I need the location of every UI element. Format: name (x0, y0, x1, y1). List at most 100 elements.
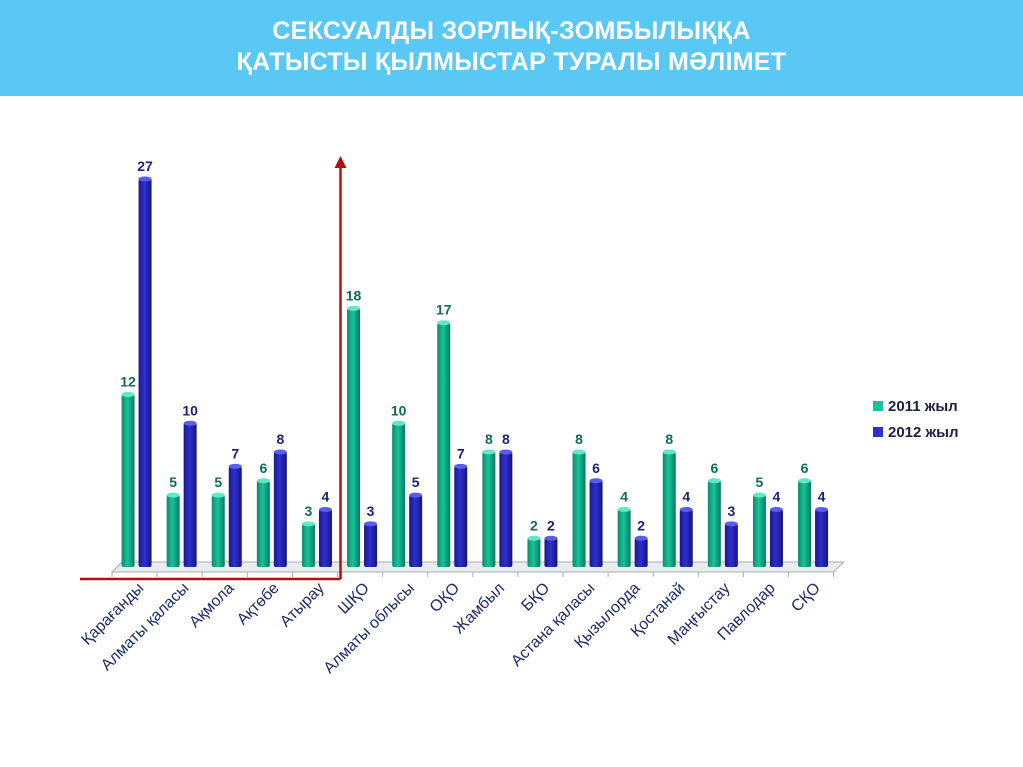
bar-top (364, 521, 378, 527)
legend-swatch-2011 (873, 401, 883, 411)
bar-top (211, 492, 225, 498)
bar-2012-жыл (544, 538, 558, 567)
data-label: 17 (436, 302, 452, 318)
bar-top (183, 420, 197, 426)
bar-2011-жыл (121, 394, 135, 567)
data-label: 5 (756, 474, 764, 490)
data-label: 10 (391, 402, 407, 418)
data-label: 12 (120, 374, 136, 390)
bar-2012-жыл (769, 509, 783, 567)
data-label: 4 (818, 489, 826, 505)
bar-top (273, 449, 287, 455)
bar-top (707, 478, 721, 484)
bar-top (572, 449, 586, 455)
category-label: БҚО (518, 580, 553, 615)
data-label: 18 (346, 287, 362, 303)
data-label: 3 (367, 503, 375, 519)
bar-2011-жыл (256, 480, 270, 567)
bar-2012-жыл (634, 538, 648, 567)
bar-top (724, 521, 738, 527)
bar-2012-жыл (724, 523, 738, 567)
data-label: 3 (305, 503, 313, 519)
bar-2011-жыл (662, 452, 676, 567)
bar-2011-жыл (617, 509, 631, 567)
data-label: 5 (214, 474, 222, 490)
legend-label-2012: 2012 жыл (888, 423, 959, 441)
bar-top (815, 507, 829, 513)
bar-top (798, 478, 812, 484)
bar-top (166, 492, 180, 498)
legend-item-2011: 2011 жыл (873, 393, 959, 419)
bar-2012-жыл (228, 466, 242, 567)
bar-2012-жыл (454, 466, 468, 567)
category-label: ОҚО (427, 580, 463, 616)
bar-top (437, 320, 451, 326)
bar-2012-жыл (815, 509, 829, 567)
bar-2012-жыл (138, 179, 152, 567)
data-label: 10 (182, 402, 198, 418)
title-line-2: ҚАТЫСТЫ ҚЫЛМЫСТАР ТУРАЛЫ МӘЛІМЕТ (236, 48, 787, 76)
bar-top (454, 463, 468, 469)
bar-2012-жыл (364, 523, 378, 567)
bar-top (634, 535, 648, 541)
bar-2011-жыл (707, 480, 721, 567)
data-label: 8 (502, 431, 510, 447)
bar-top (679, 507, 693, 513)
legend-swatch-2012 (873, 427, 883, 437)
category-label: СҚО (788, 580, 824, 616)
bar-2012-жыл (318, 509, 332, 567)
bar-2012-жыл (679, 509, 693, 567)
legend-label-2011: 2011 жыл (888, 397, 958, 415)
category-label: Ақмола (186, 580, 237, 631)
data-label: 4 (682, 489, 690, 505)
bar-top (482, 449, 496, 455)
bar-2011-жыл (572, 452, 586, 567)
bar-top (589, 478, 603, 484)
bar-top (499, 449, 513, 455)
title-line-1: СЕКСУАЛДЫ ЗОРЛЫҚ-ЗОМБЫЛЫҚҚА (272, 17, 751, 45)
bar-2011-жыл (347, 308, 361, 567)
data-label: 4 (620, 489, 628, 505)
bar-2011-жыл (798, 480, 812, 567)
bar-top (662, 449, 676, 455)
bar-2012-жыл (589, 480, 603, 567)
bar-top (769, 507, 783, 513)
bar-2012-жыл (273, 452, 287, 567)
bar-top (392, 420, 406, 426)
data-label: 2 (530, 517, 538, 533)
data-label: 6 (259, 460, 267, 476)
data-label: 3 (727, 503, 735, 519)
bar-top (228, 463, 242, 469)
category-label: ШҚО (335, 580, 373, 618)
bar-2011-жыл (211, 495, 225, 567)
bar-2012-жыл (183, 423, 197, 567)
bar-2012-жыл (499, 452, 513, 567)
data-label: 27 (137, 158, 153, 174)
data-label: 5 (169, 474, 177, 490)
data-label: 5 (412, 474, 420, 490)
bar-2011-жыл (392, 423, 406, 567)
bar-2012-жыл (409, 495, 423, 567)
data-label: 7 (457, 445, 465, 461)
bar-top (318, 507, 332, 513)
data-label: 4 (773, 489, 781, 505)
bar-2011-жыл (482, 452, 496, 567)
data-label: 2 (637, 517, 645, 533)
bar-top (301, 521, 315, 527)
bar-2011-жыл (527, 538, 541, 567)
bar-top (409, 492, 423, 498)
data-label: 7 (231, 445, 239, 461)
bar-2011-жыл (166, 495, 180, 567)
data-label: 8 (575, 431, 583, 447)
category-label: Атырау (277, 580, 328, 631)
data-label: 8 (276, 431, 284, 447)
bar-2011-жыл (752, 495, 766, 567)
chart-legend: 2011 жыл 2012 жыл (873, 393, 959, 445)
bar-top (544, 535, 558, 541)
data-label: 8 (665, 431, 673, 447)
data-label: 6 (801, 460, 809, 476)
bar-top (752, 492, 766, 498)
bar-top (138, 176, 152, 182)
data-label: 8 (485, 431, 493, 447)
